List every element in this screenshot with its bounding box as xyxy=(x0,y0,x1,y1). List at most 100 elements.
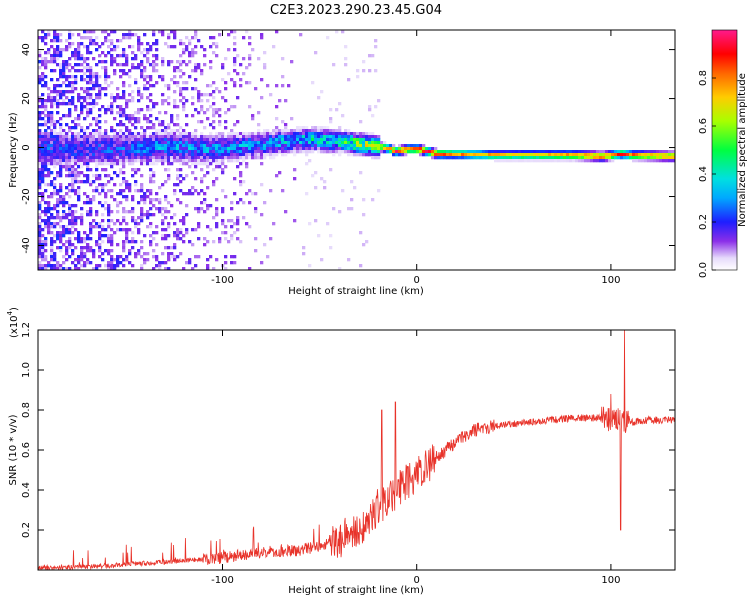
spectrogram-cell xyxy=(107,252,111,256)
spectrogram-cell xyxy=(275,144,279,148)
spectrogram-cell xyxy=(71,180,75,184)
spectrogram-cell xyxy=(524,159,528,163)
spectrogram-cell xyxy=(371,132,375,136)
spectrogram-cell xyxy=(284,126,288,130)
spectrogram-cell xyxy=(155,138,159,142)
spectrogram-cell xyxy=(245,144,249,148)
spectrogram-cell xyxy=(155,54,159,58)
spectrogram-cell xyxy=(194,87,198,91)
spectrogram-cell xyxy=(110,129,114,133)
spectrogram-cell xyxy=(119,114,123,118)
spectrogram-cell xyxy=(224,126,228,130)
spectrogram-cell xyxy=(107,39,111,43)
spectrogram-cell xyxy=(179,138,183,142)
spectrogram-cell xyxy=(128,141,132,145)
spectrogram-cell xyxy=(44,81,48,85)
spectrogram-cell xyxy=(458,153,462,157)
spectrogram-cell xyxy=(71,132,75,136)
spectrogram-cell xyxy=(74,57,78,61)
spectrogram-cell xyxy=(233,261,237,265)
spectrogram-cell xyxy=(389,144,393,148)
spectrogram-cell xyxy=(164,210,168,214)
spectrogram-cell xyxy=(68,219,72,223)
spectrogram-cell xyxy=(176,255,180,259)
spectrogram-cell xyxy=(38,144,42,148)
spectrogram-cell xyxy=(188,258,192,262)
spectrogram-cell xyxy=(47,150,51,154)
spectrogram-cell xyxy=(233,36,237,40)
spectrogram-cell xyxy=(584,159,588,163)
spectrogram-cell xyxy=(59,51,63,55)
spectrogram-cell xyxy=(203,135,207,139)
spectrogram-cell xyxy=(74,147,78,151)
spectrogram-cell xyxy=(227,135,231,139)
spectrogram-cell xyxy=(125,117,129,121)
spectrogram-cell xyxy=(143,153,147,157)
spectrogram-cell xyxy=(167,36,171,40)
spectrogram-cell xyxy=(68,168,72,172)
spectrogram-cell xyxy=(164,42,168,46)
spectrogram-cell xyxy=(59,225,63,229)
spectrogram-cell xyxy=(47,60,51,64)
spectrogram-cell xyxy=(200,141,204,145)
spectrogram-cell xyxy=(386,150,390,154)
spectrogram-cell xyxy=(221,189,225,193)
spectrogram-cell xyxy=(86,246,90,250)
spectrogram-cell xyxy=(185,228,189,232)
spectrogram-cell xyxy=(125,258,129,262)
spectrogram-cell xyxy=(158,120,162,124)
spectrogram-cell xyxy=(47,138,51,142)
spectrogram-cell xyxy=(50,60,54,64)
spectrogram-cell xyxy=(563,150,567,154)
spectrogram-cell xyxy=(656,156,660,160)
spectrogram-cell xyxy=(164,147,168,151)
spectrogram-cell xyxy=(185,174,189,178)
spectrogram-cell xyxy=(134,159,138,163)
spectrogram-cell xyxy=(101,159,105,163)
spectrogram-cell xyxy=(41,165,45,169)
spectrogram-cell xyxy=(293,141,297,145)
spectrogram-cell xyxy=(149,156,153,160)
spectrogram-cell xyxy=(209,255,213,259)
spectrogram-cell xyxy=(119,111,123,115)
spectrogram-cell xyxy=(38,171,42,175)
spectrogram-cell xyxy=(77,138,81,142)
spectrogram-cell xyxy=(71,75,75,79)
spectrogram-cell xyxy=(122,48,126,52)
spectrogram-cell xyxy=(215,42,219,46)
spectrogram-cell xyxy=(125,105,129,109)
spectrogram-cell xyxy=(80,129,84,133)
spectrogram-cell xyxy=(80,147,84,151)
spectrogram-cell xyxy=(143,162,147,166)
spectrogram-cell xyxy=(290,60,294,64)
spectrogram-cell xyxy=(662,156,666,160)
spectrogram-cell xyxy=(575,153,579,157)
spectrogram-cell xyxy=(254,249,258,253)
spectrogram-cell xyxy=(41,168,45,172)
spectrogram-cell xyxy=(389,147,393,151)
spectrogram-cell xyxy=(53,51,57,55)
spectrogram-cell xyxy=(164,228,168,232)
spectrogram-cell xyxy=(332,138,336,142)
spectrogram-cell xyxy=(365,153,369,157)
spectrogram-cell xyxy=(65,213,69,217)
spectrogram-cell xyxy=(53,126,57,130)
spectrogram-cell xyxy=(53,156,57,160)
spectrogram-cell xyxy=(173,243,177,247)
spectrogram-cell xyxy=(158,135,162,139)
spectrogram-cell xyxy=(221,162,225,166)
spectrogram-cell xyxy=(248,138,252,142)
spectrogram-cell xyxy=(668,153,672,157)
spectrogram-cell xyxy=(155,192,159,196)
spectrogram-cell xyxy=(104,66,108,70)
spectrogram-cell xyxy=(281,129,285,133)
spectrogram-cell xyxy=(53,186,57,190)
x-tick-label: 100 xyxy=(601,275,620,286)
spectrogram-cell xyxy=(200,147,204,151)
spectrogram-cell xyxy=(248,156,252,160)
spectrogram-cell xyxy=(95,120,99,124)
spectrogram-cell xyxy=(191,138,195,142)
spectrogram-cell xyxy=(68,138,72,142)
spectrogram-cell xyxy=(179,150,183,154)
spectrogram-cell xyxy=(260,36,264,40)
